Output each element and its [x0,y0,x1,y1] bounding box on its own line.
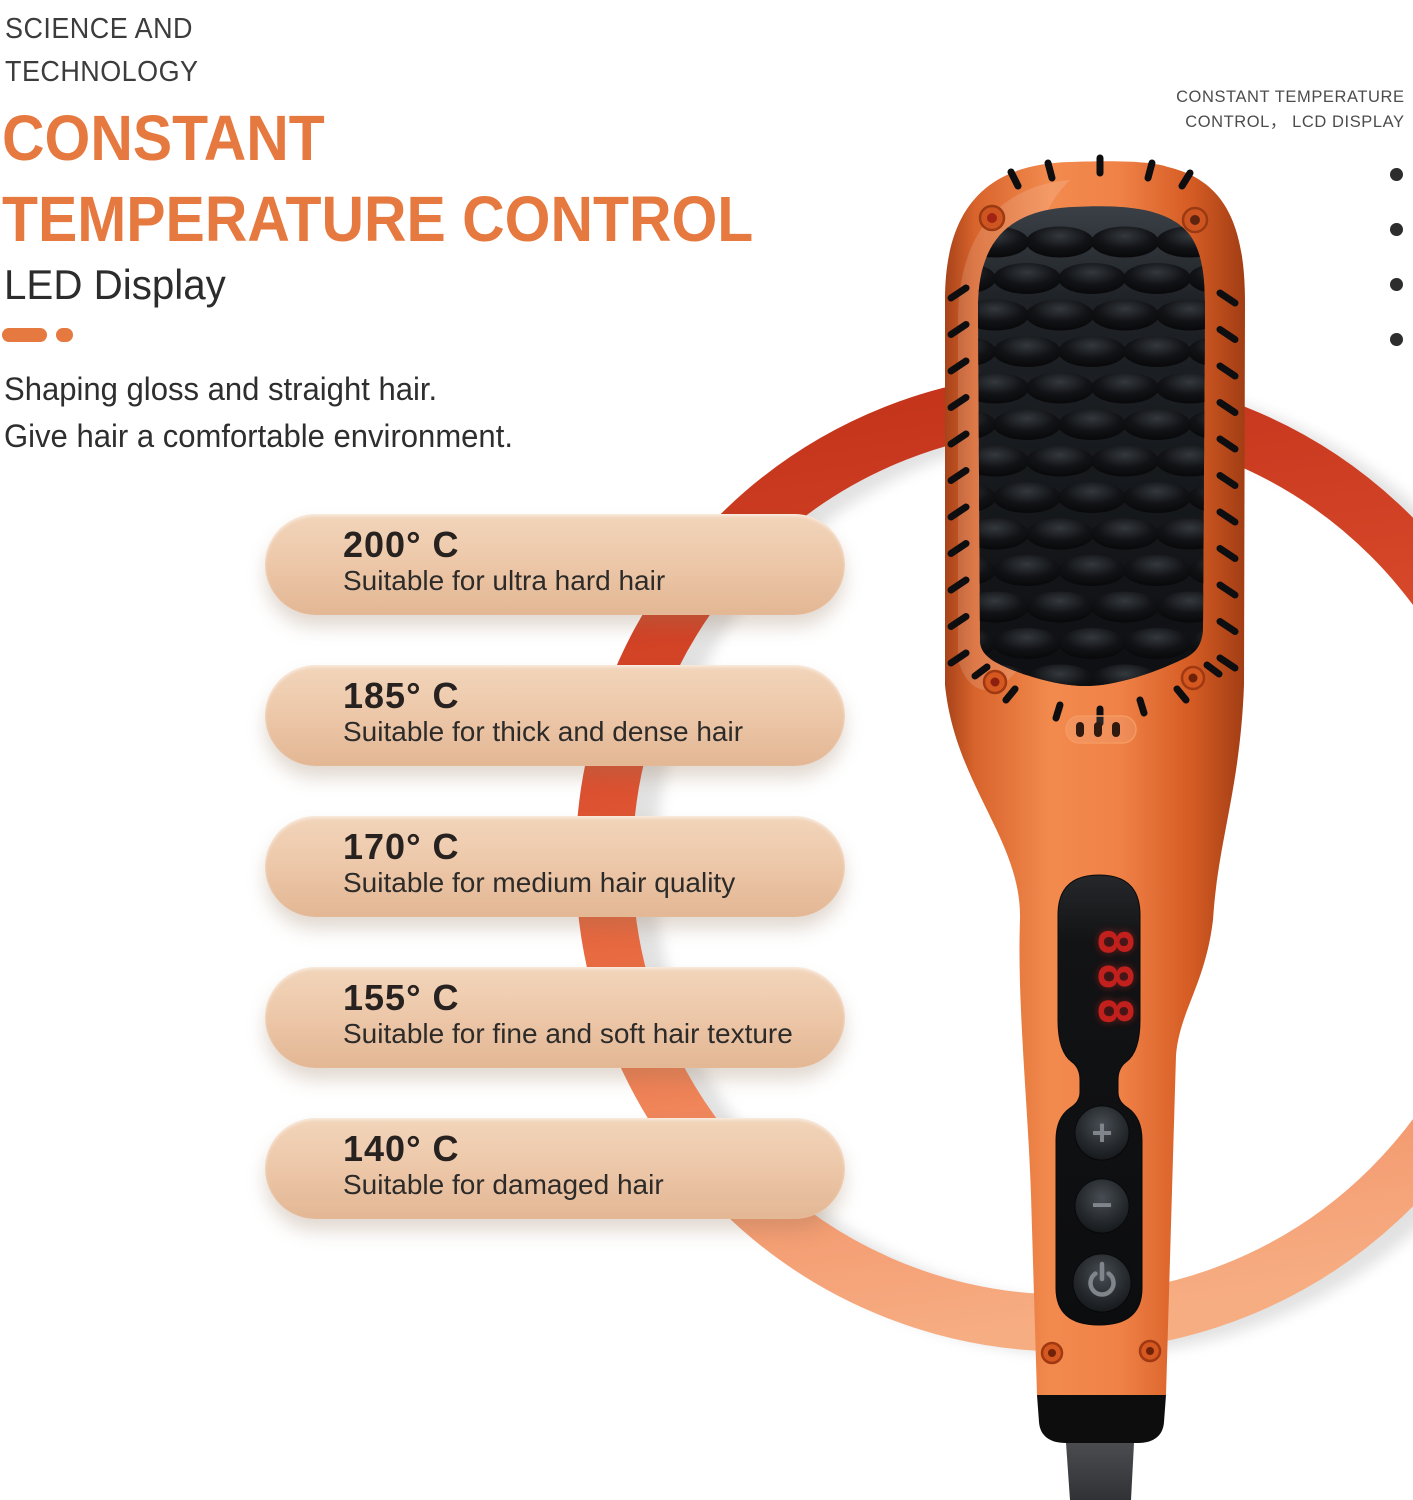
kicker-line2: TECHNOLOGY [5,56,199,88]
bullet-list [1390,168,1404,388]
temperature-pill: 140° C Suitable for damaged hair [265,1118,845,1219]
temperature-desc: Suitable for medium hair quality [343,867,736,898]
temperature-value: 155° C [343,977,460,1018]
caption-line1: CONSTANT TEMPERATURE [1176,87,1405,106]
tail-cap [1037,1395,1166,1443]
subtitle: LED Display [4,261,226,308]
led-value: 888 [1088,928,1142,1032]
page-title: CONSTANT TEMPERATURE CONTROL [2,98,753,260]
divider-bar-short [56,328,73,342]
temperature-value: 170° C [343,826,460,867]
temperature-pill: 170° C Suitable for medium hair quality [265,816,845,917]
temperature-pill: 155° C Suitable for fine and soft hair t… [265,967,845,1068]
temperature-pill: 185° C Suitable for thick and dense hair [265,665,845,766]
description-line1: Shaping gloss and straight hair. [4,371,438,407]
description-line2: Give hair a comfortable environment. [4,418,513,454]
accent-divider [2,328,73,342]
kicker-line1: SCIENCE AND [5,13,193,45]
screw-holes [978,204,1209,1365]
bullet-dot [1390,168,1403,181]
divider-bar-long [2,328,47,342]
pin-bristles [947,154,1239,727]
temperature-desc: Suitable for fine and soft hair texture [343,1018,793,1049]
temperature-pill: 200° C Suitable for ultra hard hair [265,514,845,615]
product-image-hair-straightener-brush: 888 888 + − [945,154,1245,1500]
plus-icon: + [1091,1112,1112,1153]
title-line1: CONSTANT [2,102,325,174]
minus-icon: − [1091,1184,1112,1225]
vent-slots [1065,715,1137,744]
temperature-value: 140° C [343,1128,460,1169]
power-icon [1088,1261,1116,1297]
kicker: SCIENCE AND TECHNOLOGY [5,8,198,94]
temperature-value: 185° C [343,675,460,716]
description: Shaping gloss and straight hair. Give ha… [4,366,513,460]
caption-line2: CONTROL， LCD DISPLAY [1185,112,1405,131]
temperature-value: 200° C [343,524,460,565]
power-cord [1066,1443,1134,1500]
led-glow: 888 [1088,928,1142,1032]
device-buttons: + − [1072,1105,1132,1313]
feature-caption: CONSTANT TEMPERATURE CONTROL， LCD DISPLA… [1177,84,1405,134]
temperature-desc: Suitable for damaged hair [343,1169,664,1200]
temperature-desc: Suitable for ultra hard hair [343,565,666,596]
title-line2: TEMPERATURE CONTROL [2,183,754,255]
temperature-desc: Suitable for thick and dense hair [343,716,744,747]
led-display: 888 888 [1088,928,1142,1032]
bullet-dot [1390,278,1403,291]
bullet-dot [1390,333,1403,346]
bullet-dot [1390,223,1403,236]
